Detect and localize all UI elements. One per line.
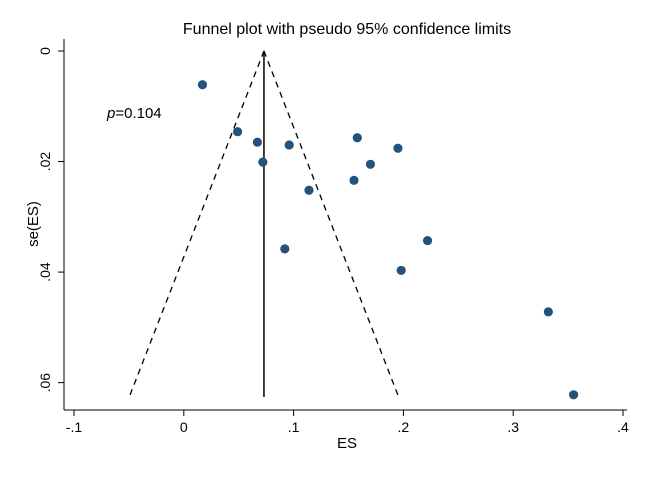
- p-value-annotation: p=0.104: [106, 105, 162, 122]
- y-tick-label: 0: [37, 47, 53, 55]
- plot-area: 0 .02 .04 .06 -.1 0 .1 .2 .3 .4: [37, 39, 629, 435]
- data-point: [393, 143, 403, 153]
- x-tick-label: .2: [398, 419, 410, 435]
- y-tick-label: .04: [37, 262, 53, 282]
- x-tick-label: .3: [507, 419, 519, 435]
- data-point: [543, 307, 553, 317]
- data-point: [197, 80, 208, 90]
- x-tick-label: 0: [180, 419, 188, 435]
- data-points: [197, 80, 579, 400]
- data-point: [258, 157, 268, 167]
- x-tick-label: .1: [288, 419, 300, 435]
- data-point: [304, 185, 314, 195]
- x-axis-ticks: -.1 0 .1 .2 .3 .4: [66, 410, 629, 435]
- data-point: [349, 175, 359, 185]
- lower-confidence-limit-line: [128, 50, 265, 398]
- x-tick-label: -.1: [66, 419, 83, 435]
- data-point: [365, 159, 376, 169]
- data-point: [422, 235, 433, 246]
- y-axis-title: se(ES): [25, 201, 42, 247]
- y-tick-label: .02: [37, 152, 53, 172]
- chart-title: Funnel plot with pseudo 95% confidence l…: [183, 21, 511, 38]
- upper-confidence-limit-line: [263, 50, 400, 398]
- x-axis-title: ES: [337, 435, 357, 452]
- p-value: =0.104: [115, 105, 161, 122]
- x-tick-label: .4: [617, 419, 629, 435]
- data-point: [396, 265, 406, 276]
- data-point: [352, 133, 362, 143]
- data-point: [568, 390, 579, 400]
- data-point: [252, 137, 262, 147]
- data-point: [280, 244, 290, 254]
- data-point: [284, 140, 294, 150]
- p-symbol: p: [106, 105, 115, 122]
- y-axis-ticks: 0 .02 .04 .06: [37, 47, 64, 392]
- data-point: [233, 127, 243, 137]
- y-tick-label: .06: [37, 373, 53, 393]
